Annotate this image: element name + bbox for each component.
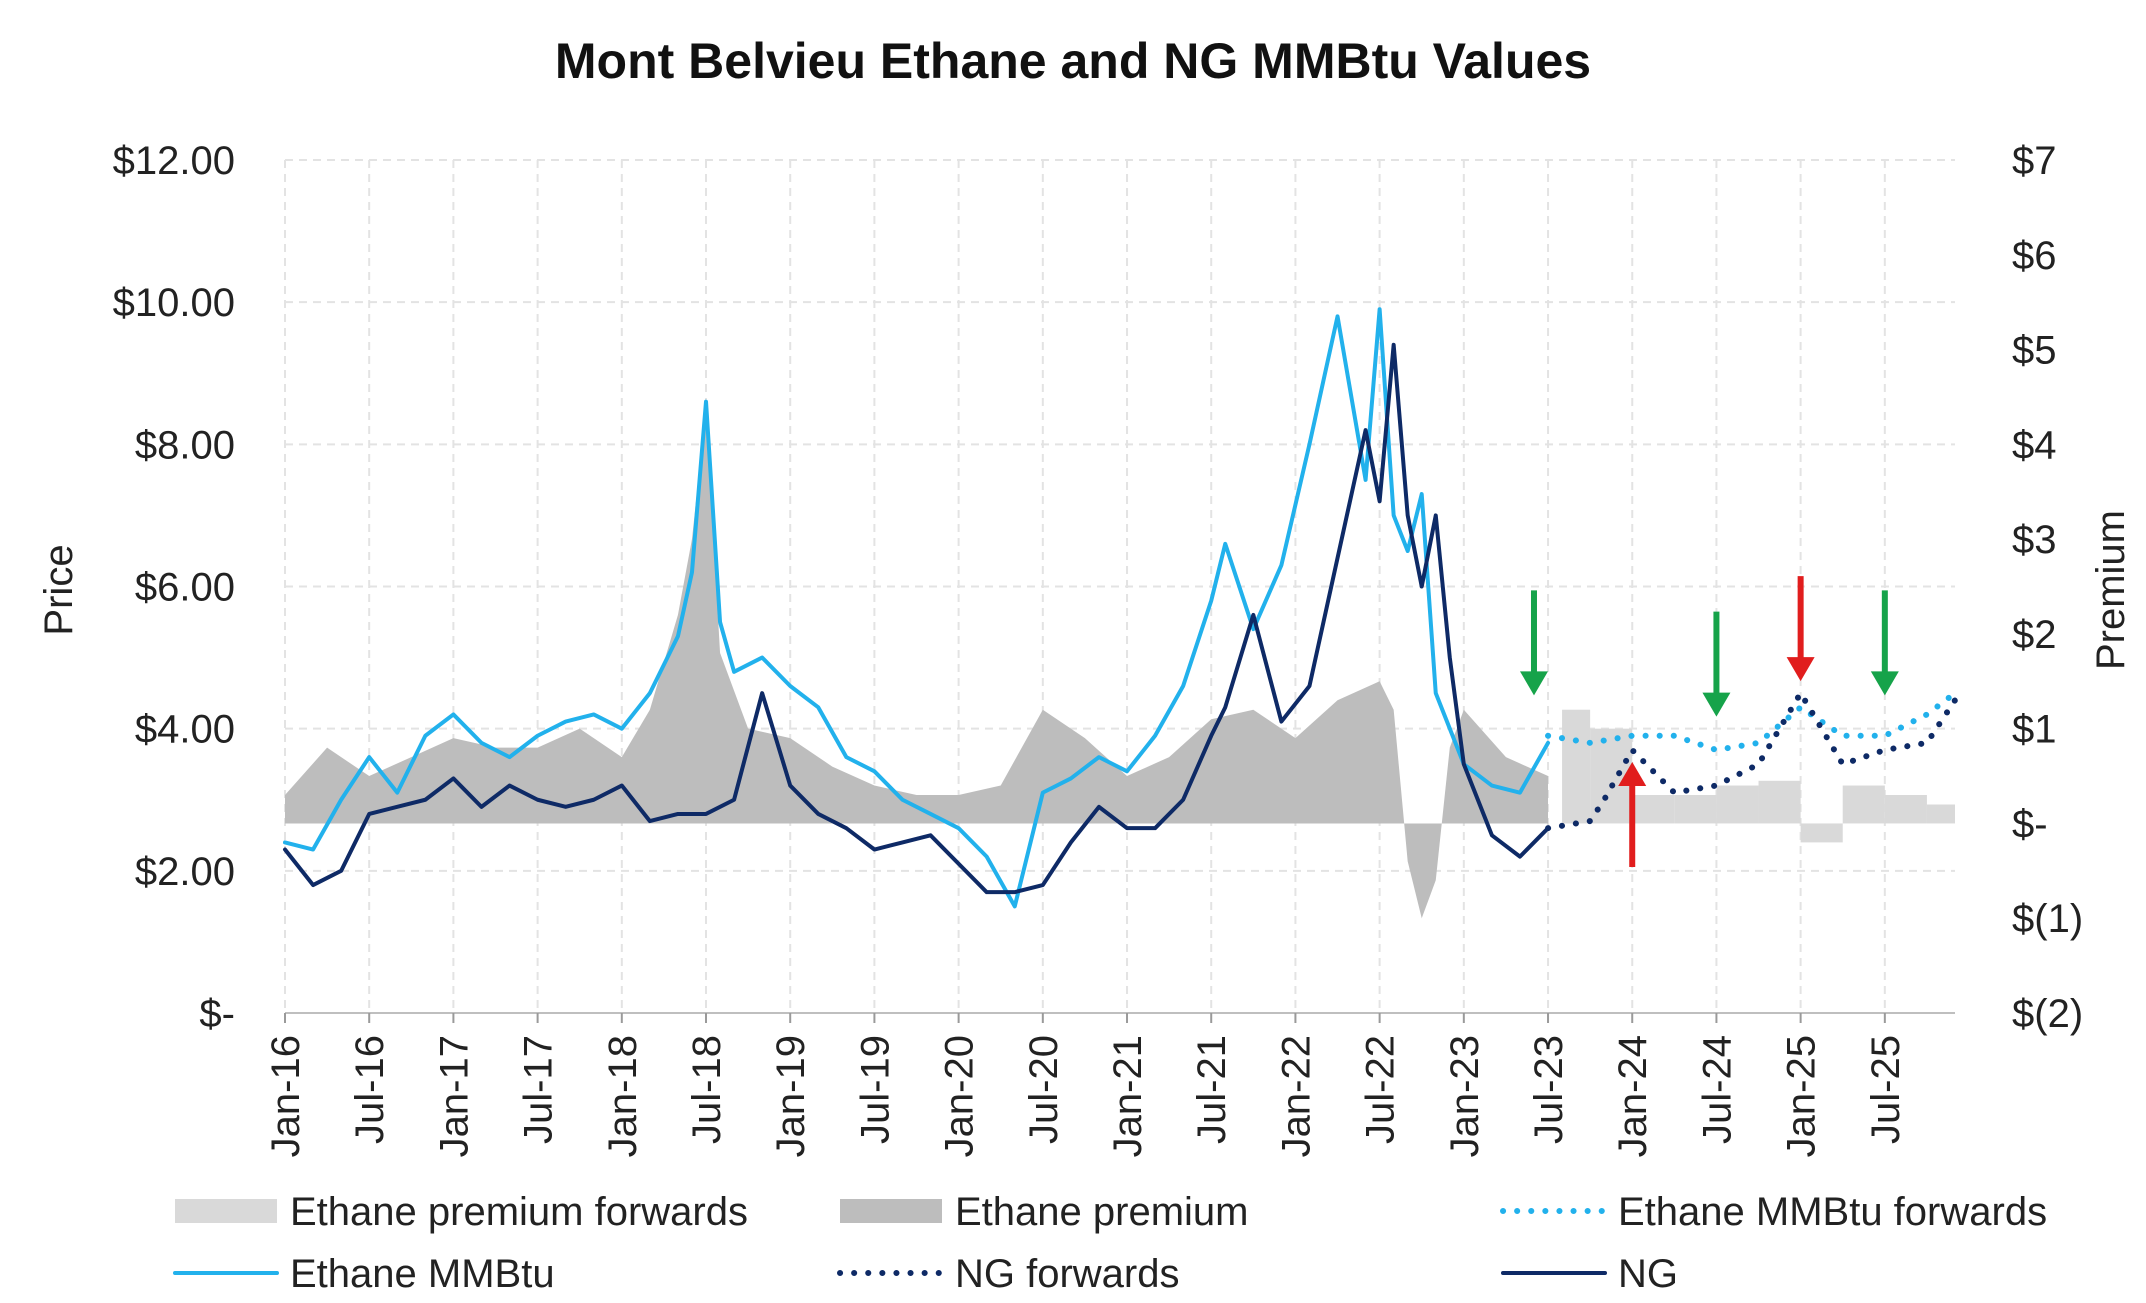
y-axis-title: Price bbox=[37, 544, 81, 635]
y2-tick-label-1: $(1) bbox=[2012, 897, 2083, 941]
annotation-arrow-head-0 bbox=[1519, 671, 1548, 696]
y2-tick-label-8: $6 bbox=[2012, 234, 2057, 278]
y-axis-ticks: $- $2.00 $4.00 $6.00 $8.00 $10.00 $12.00 bbox=[113, 139, 235, 1036]
bar-ethane-premium-forwards-7 bbox=[1842, 785, 1885, 824]
x-tick-label-15: Jul-23 bbox=[1527, 1035, 1571, 1144]
bar-ethane-premium-forwards-5 bbox=[1758, 780, 1801, 824]
x-tick-label-1: Jul-16 bbox=[348, 1035, 392, 1144]
annotation-arrow-head-1 bbox=[1618, 761, 1647, 786]
axes bbox=[284, 1012, 1955, 1023]
bar-ethane-premium-forwards-9 bbox=[1926, 804, 1955, 824]
legend-label-ethane-mmbtu: Ethane MMBtu bbox=[290, 1252, 555, 1296]
y2-axis-title: Premium bbox=[2089, 510, 2133, 670]
x-tick-label-2: Jan-17 bbox=[432, 1035, 476, 1157]
legend: Ethane premium forwards Ethane premium Eth… bbox=[173, 1190, 2047, 1296]
y-tick-label-6: $12.00 bbox=[113, 139, 235, 183]
legend-label-ethane-mmbtu-forwards: Ethane MMBtu forwards bbox=[1618, 1190, 2047, 1234]
x-tick-label-18: Jan-25 bbox=[1780, 1035, 1824, 1157]
y2-tick-label-9: $7 bbox=[2012, 139, 2057, 183]
chart-title: Mont Belvieu Ethane and NG MMBtu Values bbox=[555, 33, 1591, 89]
bar-ethane-premium-forwards-3 bbox=[1674, 795, 1717, 824]
y2-tick-label-4: $2 bbox=[2012, 613, 2057, 657]
line-ethane-mmbtu-forwards bbox=[1545, 690, 1958, 753]
y2-tick-label-5: $3 bbox=[2012, 518, 2057, 562]
x-tick-label-10: Jan-21 bbox=[1106, 1035, 1150, 1157]
legend-label-ng-forwards: NG forwards bbox=[955, 1252, 1180, 1296]
x-tick-label-19: Jul-25 bbox=[1864, 1035, 1908, 1144]
bar-ethane-premium-forwards-0 bbox=[1562, 709, 1591, 824]
annotations bbox=[1519, 576, 1899, 867]
x-tick-label-0: Jan-16 bbox=[264, 1035, 308, 1157]
x-axis-ticks: Jan-16 Jul-16 Jan-17 Jul-17 Jan-18 Jul-18 Jan-… bbox=[264, 1035, 1908, 1157]
series-lines bbox=[283, 307, 1958, 909]
x-tick-label-4: Jan-18 bbox=[601, 1035, 645, 1157]
y2-tick-label-0: $(2) bbox=[2012, 992, 2083, 1036]
x-tick-label-12: Jan-22 bbox=[1274, 1035, 1318, 1157]
legend-label-ethane-premium: Ethane premium bbox=[955, 1190, 1248, 1234]
x-tick-label-8: Jan-20 bbox=[938, 1035, 982, 1157]
y2-tick-label-6: $4 bbox=[2012, 423, 2057, 467]
legend-label-ethane-premium-forwards: Ethane premium forwards bbox=[290, 1190, 748, 1234]
x-tick-label-13: Jul-22 bbox=[1359, 1035, 1403, 1144]
y-tick-label-2: $4.00 bbox=[135, 708, 235, 752]
x-tick-label-14: Jan-23 bbox=[1443, 1035, 1487, 1157]
line-ng bbox=[283, 342, 1551, 895]
x-tick-label-11: Jul-21 bbox=[1190, 1035, 1234, 1144]
x-tick-label-16: Jan-24 bbox=[1611, 1035, 1655, 1157]
x-tick-label-5: Jul-18 bbox=[685, 1035, 729, 1144]
bar-ethane-premium-forwards-2 bbox=[1632, 795, 1675, 824]
y-tick-label-3: $6.00 bbox=[135, 566, 235, 610]
x-tick-label-7: Jul-19 bbox=[853, 1035, 897, 1144]
y2-axis-ticks: $(2) $(1) $- $1 $2 $3 $4 $5 $6 $7 bbox=[2012, 139, 2083, 1036]
x-tick-label-9: Jul-20 bbox=[1022, 1035, 1066, 1144]
line-ng-forwards bbox=[1545, 690, 1958, 832]
annotation-arrow-head-3 bbox=[1786, 657, 1815, 682]
y2-tick-label-7: $5 bbox=[2012, 329, 2057, 373]
y2-tick-label-2: $- bbox=[2012, 802, 2048, 846]
y-tick-label-1: $2.00 bbox=[135, 850, 235, 894]
x-tick-label-3: Jul-17 bbox=[517, 1035, 561, 1144]
y-tick-label-4: $8.00 bbox=[135, 423, 235, 467]
gridlines bbox=[284, 159, 1955, 1014]
bar-ethane-premium-forwards-8 bbox=[1884, 795, 1927, 824]
legend-swatch-ethane-premium-forwards bbox=[175, 1199, 277, 1223]
annotation-arrow-head-2 bbox=[1702, 692, 1731, 717]
y-tick-label-0: $- bbox=[199, 992, 235, 1036]
y-tick-label-5: $10.00 bbox=[113, 281, 235, 325]
x-tick-label-17: Jul-24 bbox=[1695, 1035, 1739, 1144]
bar-ethane-premium-forwards-4 bbox=[1716, 785, 1759, 824]
area-ethane-premium bbox=[285, 406, 1549, 919]
legend-label-ng: NG bbox=[1618, 1252, 1678, 1296]
y2-tick-label-3: $1 bbox=[2012, 708, 2057, 752]
x-tick-label-6: Jan-19 bbox=[769, 1035, 813, 1157]
annotation-arrow-head-4 bbox=[1870, 671, 1899, 696]
bar-ethane-premium-forwards-6 bbox=[1800, 823, 1843, 843]
legend-swatch-ethane-premium bbox=[840, 1199, 942, 1223]
